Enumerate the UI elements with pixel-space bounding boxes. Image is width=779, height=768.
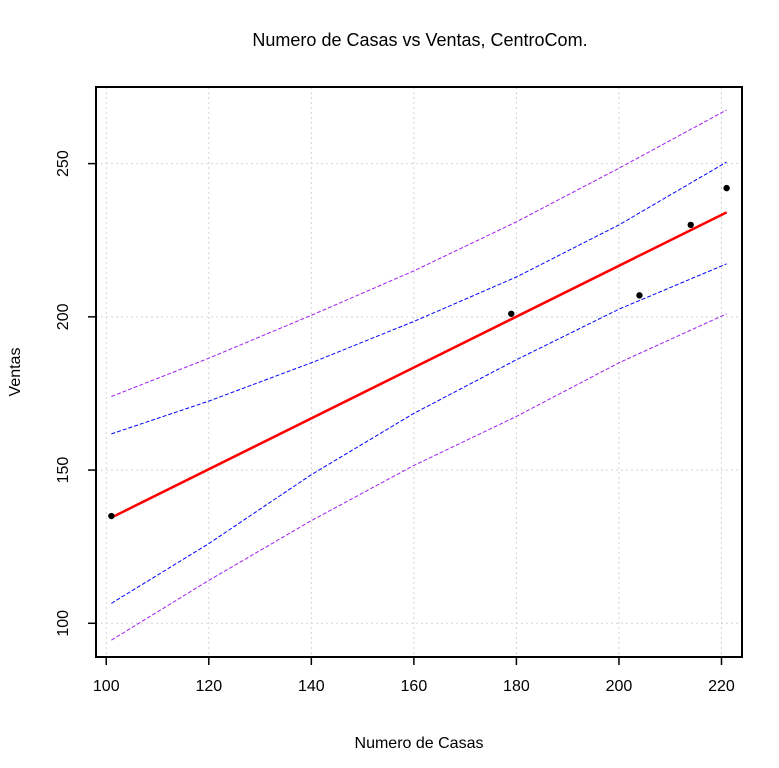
bands: [111, 109, 727, 641]
chart-title: Numero de Casas vs Ventas, CentroCom.: [252, 30, 587, 50]
regression-line: [110, 211, 728, 519]
plot-frame: [95, 86, 743, 658]
data-point: [108, 512, 115, 520]
grid: [96, 87, 742, 657]
y-tick-label: 100: [55, 610, 72, 637]
x-tick-label: 220: [708, 678, 735, 695]
x-tick-label: 180: [503, 678, 530, 695]
points: [108, 184, 730, 520]
data-point: [508, 310, 515, 317]
x-tick-label: 100: [93, 678, 120, 695]
fit: [110, 211, 728, 519]
x-tick-label: 200: [606, 678, 633, 695]
x-tick-label: 140: [298, 678, 325, 695]
y-tick-label: 250: [55, 150, 72, 177]
y-tick-label: 200: [55, 303, 72, 330]
data-point: [636, 292, 643, 299]
data-point: [723, 184, 730, 192]
prediction-band-lower: [111, 313, 727, 641]
data-point: [687, 221, 694, 229]
y-axis: 100 150 200 250: [55, 150, 96, 637]
x-tick-label: 160: [401, 678, 428, 695]
y-tick-label: 150: [55, 457, 72, 484]
x-axis-label: Numero de Casas: [355, 735, 484, 752]
prediction-band-upper: [111, 109, 727, 397]
confidence-band-lower: [111, 263, 727, 604]
x-tick-label: 120: [195, 678, 222, 695]
confidence-band-upper: [111, 161, 727, 435]
y-axis-label: Ventas: [7, 348, 24, 397]
x-axis: 100 120 140 160 180 200 220: [93, 657, 735, 695]
